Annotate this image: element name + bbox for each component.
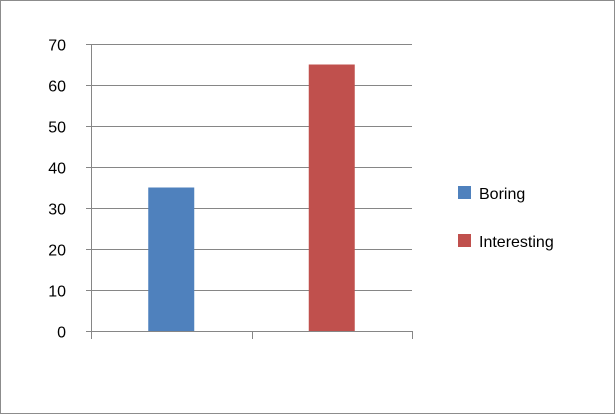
legend: Boring Interesting: [458, 186, 554, 251]
legend-label-boring: Boring: [479, 186, 525, 203]
legend-label-interesting: Interesting: [479, 234, 554, 251]
y-tick-label: 30: [48, 202, 66, 219]
y-axis: 0 10 20 30 40 50 60 70: [48, 38, 92, 342]
y-tick-label: 0: [57, 325, 66, 342]
y-tick-label: 10: [48, 284, 66, 301]
y-tick-label: 40: [48, 161, 66, 178]
y-tick-label: 70: [48, 38, 66, 55]
legend-swatch-boring: [458, 186, 471, 199]
y-tick-label: 20: [48, 243, 66, 260]
bar-interesting: [308, 64, 355, 331]
bars: [148, 64, 355, 331]
y-tick-label: 50: [48, 120, 66, 137]
bar-boring: [148, 187, 195, 331]
legend-swatch-interesting: [458, 234, 471, 247]
gridlines: [91, 44, 412, 291]
x-axis: [91, 331, 413, 339]
y-tick-label: 60: [48, 79, 66, 96]
